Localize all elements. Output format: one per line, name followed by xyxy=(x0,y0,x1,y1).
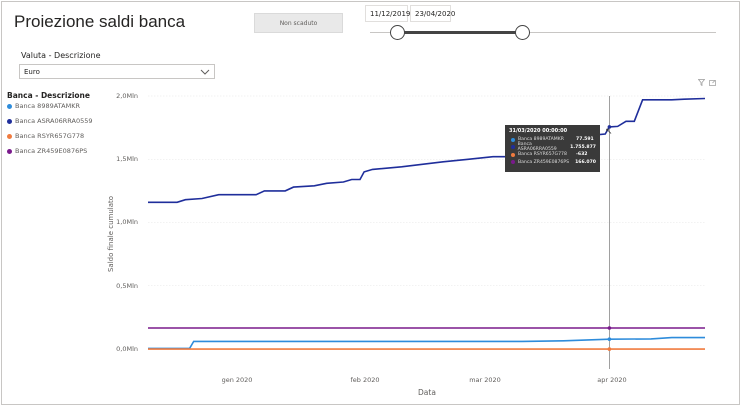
tooltip-dot-icon xyxy=(511,145,515,150)
hover-point xyxy=(607,125,612,129)
hover-point xyxy=(607,326,612,330)
y-tick-label: 1,0Mln xyxy=(116,218,138,226)
date-end-input[interactable]: 23/04/2020 xyxy=(410,5,455,22)
series-lines[interactable] xyxy=(148,97,706,350)
hover-point xyxy=(607,337,612,341)
legend-item[interactable]: Banca ASRA06RRA0559 xyxy=(7,117,93,125)
hover-indicator xyxy=(607,96,612,369)
legend-item-label: Banca ZR459E0876PS xyxy=(15,147,88,155)
y-tick-label: 0,5Mln xyxy=(116,282,138,290)
tooltip-dot-icon xyxy=(511,137,515,142)
legend-dot-icon xyxy=(7,103,12,109)
filter-icon[interactable] xyxy=(698,79,705,86)
x-tick-label: gen 2020 xyxy=(222,376,253,384)
page-title: Proiezione saldi banca xyxy=(14,12,186,31)
series-line-banca-8989atamkr[interactable] xyxy=(148,336,705,350)
date-slider-range[interactable] xyxy=(398,31,523,34)
chevron-down-icon xyxy=(200,69,210,75)
date-slider-track[interactable] xyxy=(370,32,398,33)
y-tick-label: 2,0Mln xyxy=(116,92,138,100)
non-scaduto-button[interactable]: Non scaduto xyxy=(254,13,343,33)
tooltip-series-value: -632 xyxy=(576,152,588,158)
x-tick-label: feb 2020 xyxy=(350,376,379,384)
legend-item[interactable]: Banca 8989ATAMKR xyxy=(7,102,80,110)
valuta-dropdown[interactable]: Euro xyxy=(19,64,215,79)
valuta-selected-value: Euro xyxy=(24,67,40,76)
valuta-slicer-label: Valuta - Descrizione xyxy=(21,51,101,60)
date-slider-end-handle[interactable] xyxy=(515,25,530,40)
legend-item[interactable]: Banca RSYR657G778 xyxy=(7,132,84,140)
tooltip-series-value: 77.591 xyxy=(576,137,594,143)
tooltip-series-name: Banca ZR459E0876PS xyxy=(517,159,570,165)
series-line-banca-asra06rra0559[interactable] xyxy=(148,97,706,204)
tooltip-series-value: 166.070 xyxy=(575,159,596,165)
legend-dot-icon xyxy=(7,133,12,139)
axes: 0,0Mln 0,5Mln 1,0Mln 1,5Mln 2,0Mln gen 2… xyxy=(107,92,627,397)
hover-point xyxy=(607,347,612,351)
legend-item[interactable]: Banca ZR459E0876PS xyxy=(7,147,87,155)
gridlines xyxy=(148,95,705,350)
tooltip-row: Banca RSYR657G778 -632 xyxy=(509,151,596,159)
y-tick-label: 1,5Mln xyxy=(116,155,138,163)
legend-item-label: Banca RSYR657G778 xyxy=(15,132,85,140)
tooltip-title: 31/03/2020 00:00:00 xyxy=(509,128,568,134)
legend-title: Banca - Descrizione xyxy=(7,91,90,100)
legend-item-label: Banca ASRA06RRA0559 xyxy=(15,117,93,125)
x-axis-title: Data xyxy=(418,388,436,397)
tooltip-series-value: 1.755.877 xyxy=(570,144,596,150)
y-axis-title: Saldo finale cumulato xyxy=(107,196,115,272)
tooltip-series-name: Banca RSYR657G778 xyxy=(518,152,567,158)
x-tick-label: apr 2020 xyxy=(597,376,626,384)
y-tick-label: 0,0Mln xyxy=(116,345,138,353)
tooltip-dot-icon xyxy=(511,160,515,165)
date-start-input[interactable]: 11/12/2019 xyxy=(365,5,410,22)
mouse-pointer-icon: ↖ xyxy=(605,127,613,137)
date-slider-track-right[interactable] xyxy=(523,32,716,33)
legend-dot-icon xyxy=(7,118,12,124)
tooltip-series-name: Banca ASRA06RRA0559 xyxy=(517,142,557,153)
tooltip-row: Banca ZR459E0876PS 166.070 xyxy=(509,159,596,167)
x-tick-label: mar 2020 xyxy=(469,376,501,384)
chart-tooltip: 31/03/2020 00:00:00 Banca 8989ATAMKR 77.… xyxy=(505,125,600,172)
tooltip-row: Banca 8989ATAMKR 77.591 xyxy=(509,136,596,144)
tooltip-series-name: Banca 8989ATAMKR xyxy=(518,137,564,143)
date-slider-start-handle[interactable] xyxy=(390,25,405,40)
legend-item-label: Banca 8989ATAMKR xyxy=(15,102,80,110)
legend-dot-icon xyxy=(7,148,12,154)
focus-mode-icon[interactable] xyxy=(709,79,716,86)
visual-header xyxy=(698,79,716,86)
tooltip-row: Banca ASRA06RRA0559 1.755.877 xyxy=(509,142,596,153)
tooltip-dot-icon xyxy=(511,152,515,157)
